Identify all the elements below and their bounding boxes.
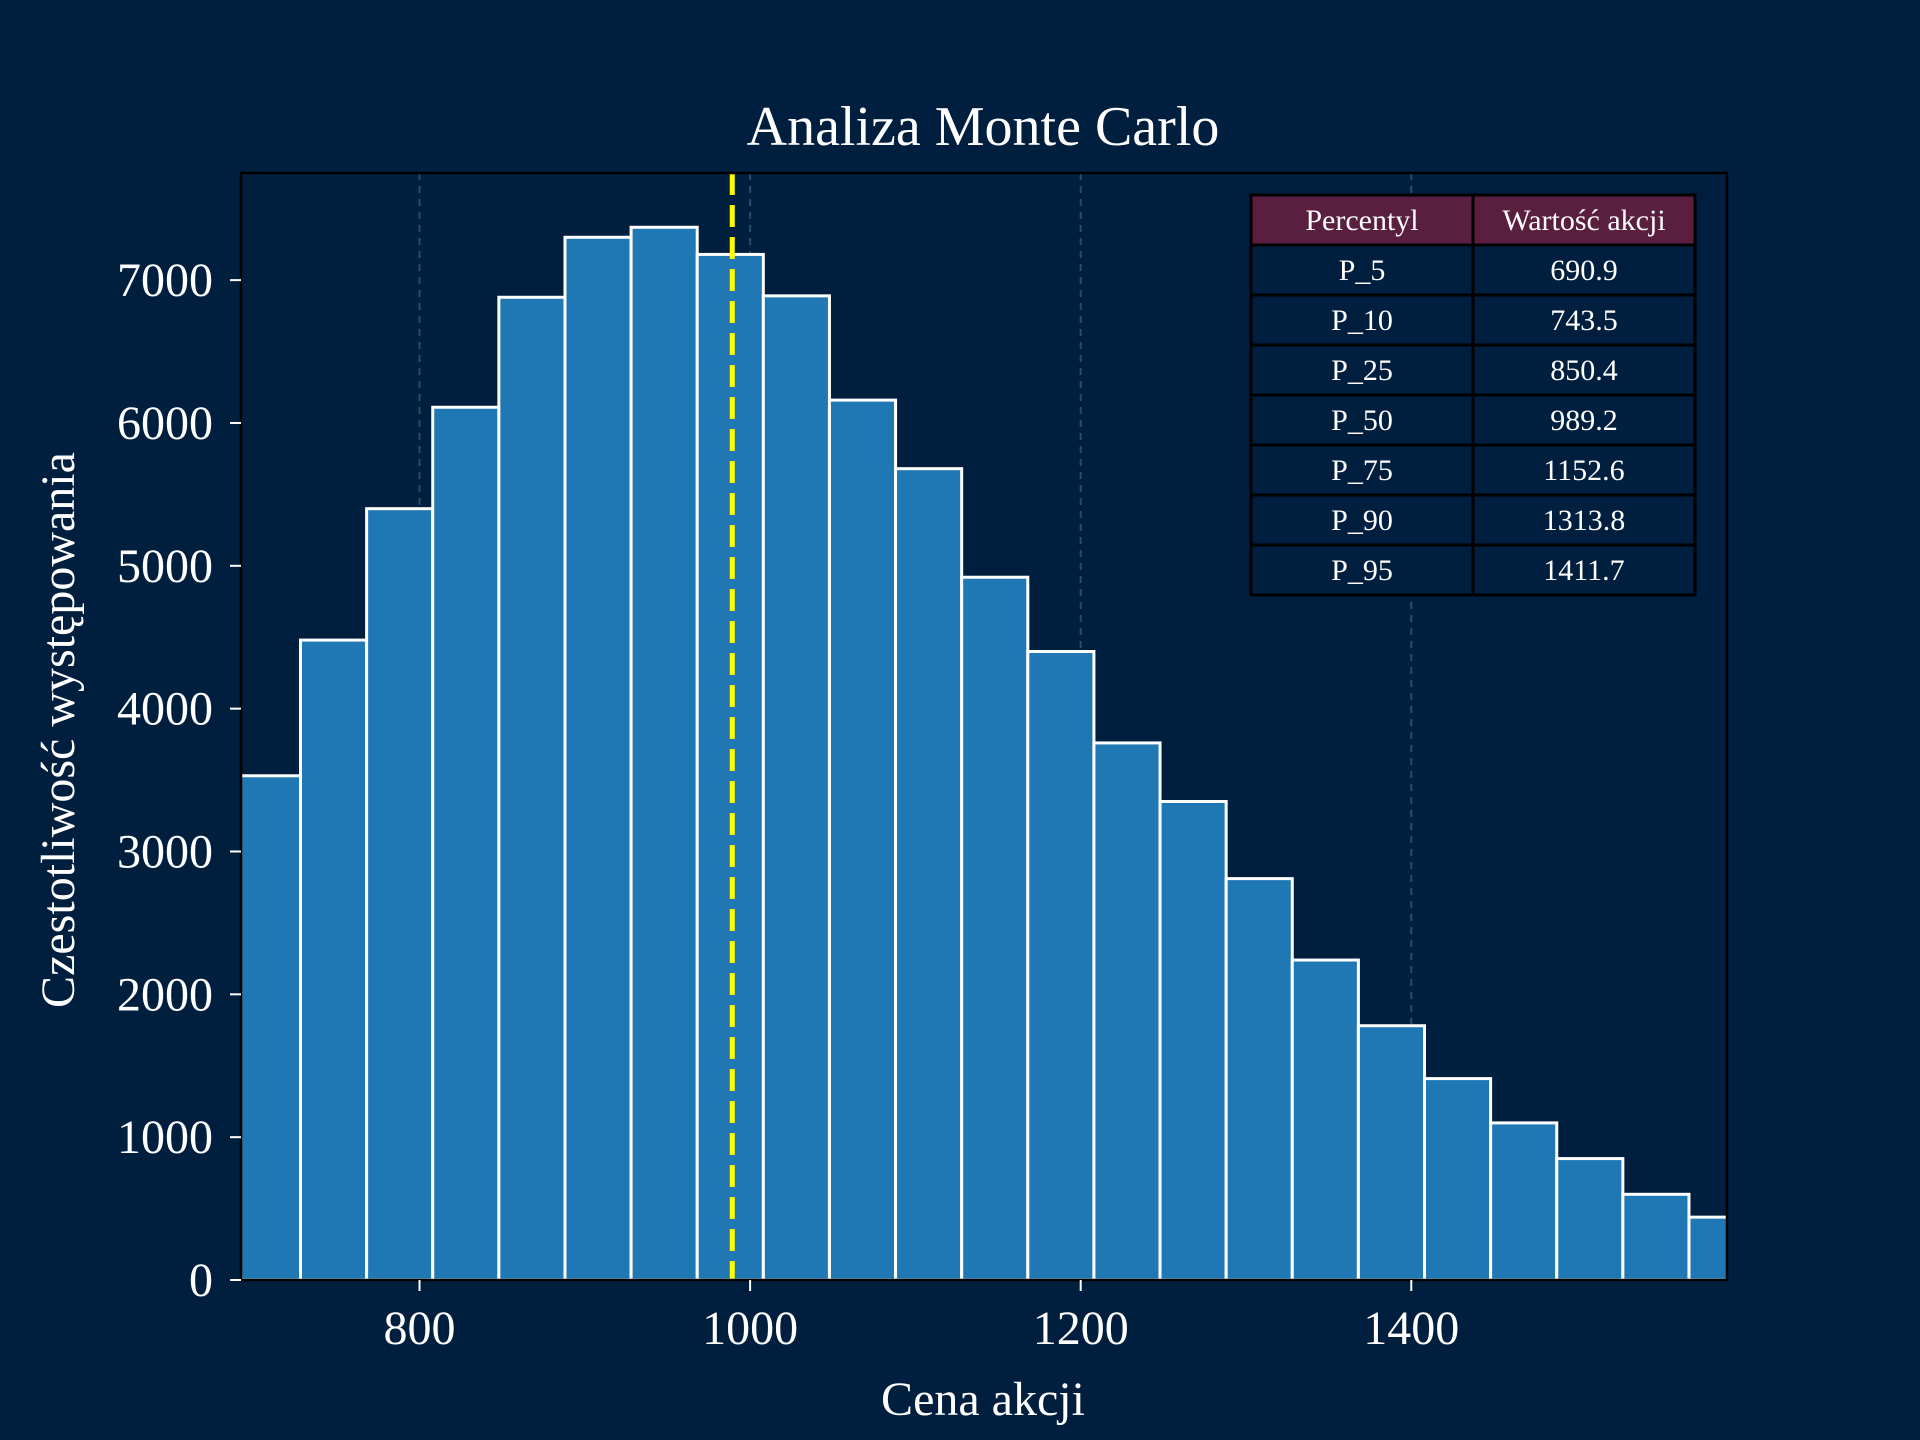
table-header-text: Wartość akcji — [1502, 204, 1665, 237]
histogram-bar — [563, 235, 633, 1280]
table-percentile-label: P_90 — [1331, 504, 1393, 537]
bars-layer — [241, 225, 1727, 1280]
histogram-bar — [1092, 741, 1162, 1280]
histogram-bar — [241, 774, 303, 1280]
table-cell — [1471, 543, 1697, 597]
y-tick-label: 4000 — [117, 683, 213, 736]
table-percentile-label: P_75 — [1331, 454, 1393, 487]
histogram-bar — [1489, 1121, 1559, 1280]
x-axis-label: Cena akcji — [881, 1373, 1085, 1426]
histogram-bar — [497, 295, 567, 1280]
x-tick-label: 1200 — [1033, 1302, 1129, 1355]
y-tick-label: 1000 — [117, 1111, 213, 1164]
x-axis: 800 1000 1200 1400 — [384, 1280, 1459, 1355]
table-header-text: Percentyl — [1305, 204, 1418, 237]
histogram-bar — [960, 575, 1030, 1280]
table-value: 1411.7 — [1543, 554, 1624, 587]
y-axis-label: Czestotliwość występowania — [32, 452, 85, 1008]
table-percentile-label: P_10 — [1331, 304, 1393, 337]
table-value: 850.4 — [1550, 354, 1618, 387]
histogram-bar — [1687, 1215, 1727, 1280]
y-tick-label: 7000 — [117, 254, 213, 307]
table-percentile-label: P_5 — [1339, 254, 1386, 287]
histogram-bar — [1356, 1024, 1427, 1280]
histogram-bar — [1224, 877, 1294, 1280]
plot-frame — [239, 171, 1729, 1282]
y-tick-label: 0 — [189, 1254, 213, 1307]
table-value: 743.5 — [1550, 304, 1618, 337]
histogram-bar — [1621, 1192, 1691, 1280]
table-percentile-label: P_25 — [1331, 354, 1393, 387]
chart-title: Analiza Monte Carlo — [747, 96, 1220, 158]
table-header-cell — [1249, 193, 1475, 247]
histogram-bar — [1555, 1157, 1625, 1280]
histogram-bar — [894, 467, 964, 1280]
histogram-bar — [629, 225, 699, 1280]
histogram-bar — [1158, 799, 1228, 1280]
table-cell — [1471, 343, 1697, 397]
table-percentile-label: P_50 — [1331, 404, 1393, 437]
y-tick-label: 5000 — [117, 540, 213, 593]
table-cell — [1249, 293, 1475, 347]
histogram-bar — [827, 398, 898, 1280]
histogram-bar — [1290, 958, 1360, 1280]
table-cell — [1471, 443, 1697, 497]
y-tick-label: 3000 — [117, 825, 213, 878]
table-cell — [1471, 293, 1697, 347]
table-percentile-label: P_95 — [1331, 554, 1393, 587]
table-value: 1152.6 — [1543, 454, 1624, 487]
y-tick-label: 6000 — [117, 397, 213, 450]
table-value: 690.9 — [1550, 254, 1618, 287]
histogram-bar — [761, 294, 831, 1280]
table-cell — [1249, 393, 1475, 447]
histogram-bar — [299, 638, 369, 1280]
histogram-bar — [431, 405, 501, 1280]
histogram-bar — [365, 507, 435, 1280]
histogram-bar — [1026, 650, 1096, 1280]
y-axis: 0 1000 2000 3000 4000 5000 6000 7000 — [117, 254, 241, 1307]
table-value: 989.2 — [1550, 404, 1618, 437]
percentile-table: Percentyl Wartość akcji P_5 690.9 P_10 743.5 P… — [1249, 193, 1697, 597]
x-tick-label: 1400 — [1363, 1302, 1459, 1355]
table-cell — [1471, 493, 1697, 547]
histogram-bar — [1423, 1077, 1493, 1280]
table-value: 1313.8 — [1543, 504, 1626, 537]
x-tick-label: 800 — [384, 1302, 456, 1355]
y-tick-label: 2000 — [117, 968, 213, 1021]
table-cell — [1471, 393, 1697, 447]
x-tick-label: 1000 — [702, 1302, 798, 1355]
